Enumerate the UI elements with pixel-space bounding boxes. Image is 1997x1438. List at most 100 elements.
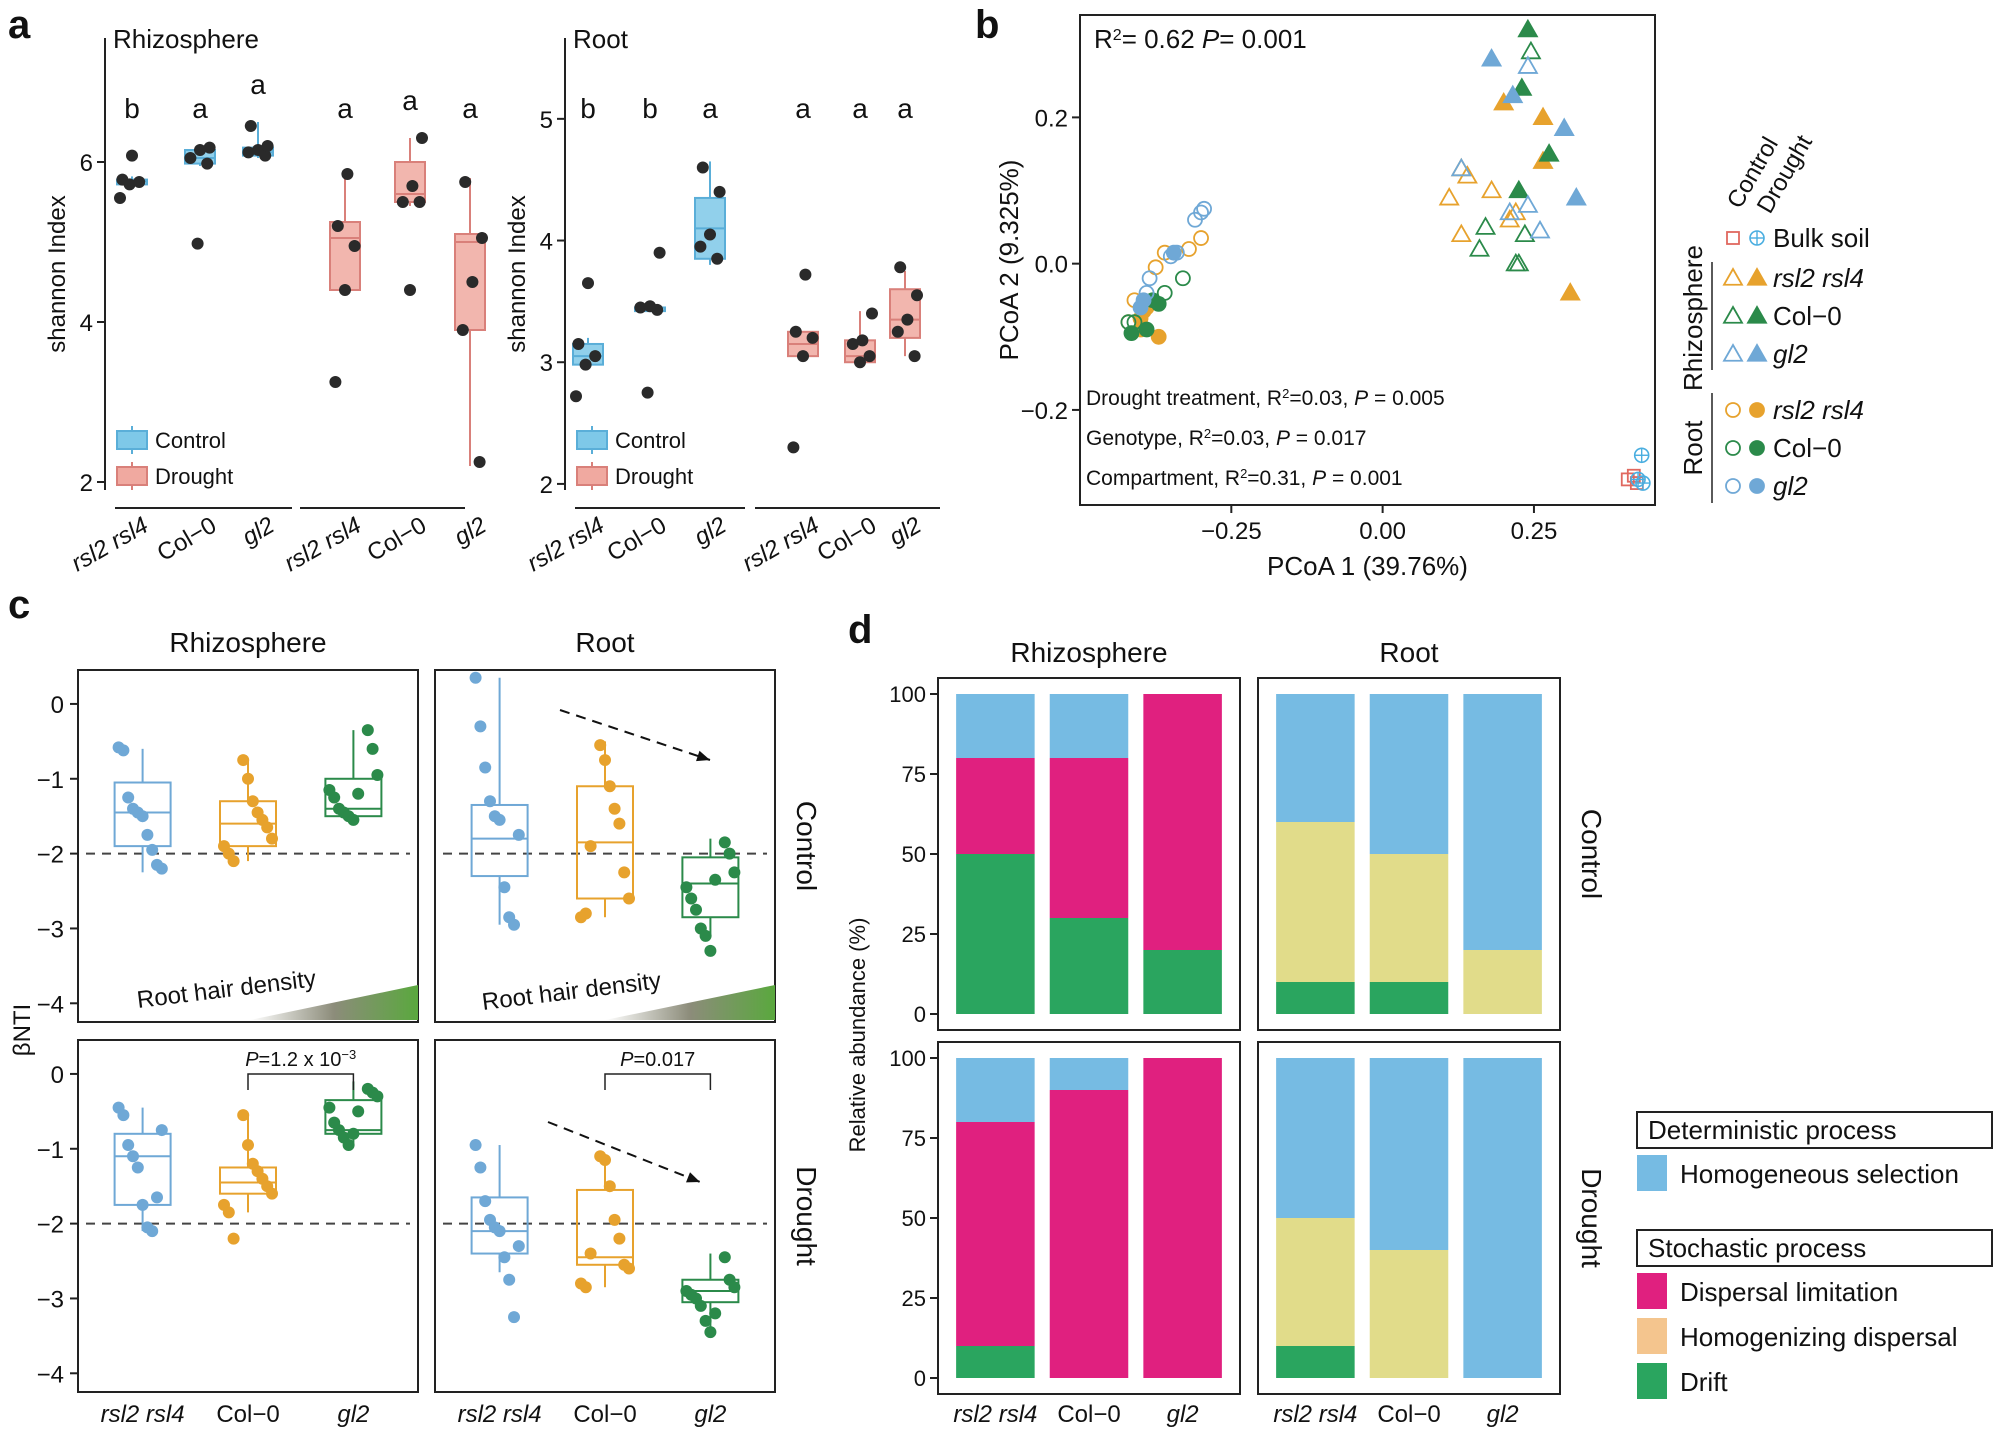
stat-name: Compartment, xyxy=(1086,467,1225,490)
plot-frame xyxy=(1079,14,1656,506)
stat-r: R xyxy=(1189,427,1204,450)
data-point xyxy=(709,873,722,886)
y-tick-label: 2 xyxy=(540,472,553,499)
scatter-point xyxy=(1505,252,1527,272)
data-point xyxy=(141,828,154,841)
bar-segment xyxy=(956,1346,1035,1378)
significance-letter: a xyxy=(795,93,811,124)
data-point xyxy=(348,240,361,252)
data-point xyxy=(203,141,216,154)
data-point xyxy=(493,813,506,826)
data-point xyxy=(846,337,859,350)
data-point xyxy=(704,1326,717,1339)
scatter-point xyxy=(1150,328,1167,345)
pvalue-bracket xyxy=(604,1073,712,1090)
y-tick-label: 3 xyxy=(540,350,553,377)
significance-letter: a xyxy=(402,85,418,116)
legend-label: rsl2 rsl4 xyxy=(1773,395,1864,425)
y-tick-label: −4 xyxy=(37,1361,64,1388)
data-point xyxy=(244,120,257,132)
data-point xyxy=(133,176,146,188)
facet xyxy=(1257,677,1561,1031)
bar-segment xyxy=(1276,1058,1355,1218)
x-tick-label: rsl2 rsl4 xyxy=(523,512,609,577)
data-point xyxy=(117,744,130,757)
x-tick-label: gl2 xyxy=(694,1401,726,1428)
data-point xyxy=(856,334,869,347)
data-point xyxy=(131,1161,144,1174)
scatter-point xyxy=(1514,223,1536,243)
data-point xyxy=(613,817,626,830)
data-point xyxy=(371,1090,384,1103)
panel-c: Rhizosphere Root Control Drought βNTI 0 −1 −2 −3… xyxy=(9,627,822,1428)
scatter-point xyxy=(1553,117,1575,137)
bar-segment xyxy=(1463,950,1542,1014)
data-point xyxy=(680,881,693,894)
data-point xyxy=(474,720,487,733)
data-point xyxy=(579,1281,592,1294)
data-point xyxy=(406,180,419,192)
legend-title: Stochastic process xyxy=(1648,1233,1866,1263)
x-tick-label: gl2 xyxy=(337,1401,369,1428)
legend-marker xyxy=(1726,231,1740,245)
bar-segment xyxy=(956,758,1035,854)
data-point xyxy=(328,791,341,804)
box xyxy=(454,233,486,331)
pvalue-value: =0.017 xyxy=(634,1049,696,1071)
scatter-point xyxy=(1193,204,1209,221)
x-tick-label: gl2 xyxy=(690,512,731,551)
y-tick-label: 0 xyxy=(51,1062,64,1089)
data-point xyxy=(114,192,126,204)
data-point xyxy=(699,1314,712,1327)
box xyxy=(329,221,361,291)
stat-p: P xyxy=(1312,467,1326,490)
data-point xyxy=(242,1139,254,1152)
density-gradient xyxy=(605,985,775,1020)
y-tick-label: 0.0 xyxy=(1035,252,1068,279)
pvalue-label: P=0.017 xyxy=(620,1049,695,1071)
data-point xyxy=(787,441,800,454)
pvalue-exp: −3 xyxy=(341,1047,356,1062)
data-point xyxy=(352,787,365,800)
data-point xyxy=(396,196,409,208)
scatter-point xyxy=(1517,194,1539,213)
data-point xyxy=(613,1232,626,1245)
y-tick-label: −1 xyxy=(37,767,64,794)
x-tick-label: rsl2 rsl4 xyxy=(280,512,366,577)
panel-a: 2 4 6 shannon Index Rhizosphere b rsl2 rsl4 a Co… xyxy=(44,24,940,577)
scatter-point xyxy=(1499,201,1521,221)
r2-symbol: R xyxy=(1094,24,1113,54)
y-axis-label: shannon Index xyxy=(44,195,71,352)
data-point xyxy=(479,1195,492,1208)
gradient-label: Root hair density xyxy=(480,967,662,1016)
y-tick-label: 4 xyxy=(540,229,553,256)
data-point xyxy=(342,1139,355,1152)
legend-label: rsl2 rsl4 xyxy=(1773,263,1864,293)
data-point xyxy=(704,944,717,957)
stat-sup: 2 xyxy=(1204,426,1211,441)
stat-line: Genotype, R2=0.03, P = 0.017 xyxy=(1086,426,1366,451)
data-point xyxy=(127,1150,139,1163)
facet: 0 25 50 75 100 xyxy=(889,677,1241,1031)
data-point xyxy=(331,220,344,232)
legend-box xyxy=(1636,1229,1993,1267)
row-label: Control xyxy=(791,801,822,891)
bar-segment xyxy=(1369,694,1449,854)
legend-label: Col−0 xyxy=(1773,301,1842,331)
scatter-point xyxy=(1481,179,1503,199)
stat-sup: 2 xyxy=(1282,386,1289,401)
y-axis-label: shannon Index xyxy=(504,195,531,352)
significance-letter: a xyxy=(462,93,478,124)
significance-letter: b xyxy=(580,93,596,124)
significance-letter: a xyxy=(702,93,718,124)
data-point xyxy=(512,1240,525,1253)
panel-letter-c: c xyxy=(8,583,30,627)
box xyxy=(470,1196,529,1255)
data-point xyxy=(901,313,914,326)
stat-line: Compartment, R2=0.31, P = 0.001 xyxy=(1086,466,1403,491)
legend-group-root: Root xyxy=(1678,420,1708,476)
y-tick-label: −0.2 xyxy=(1021,398,1068,425)
bar-segment xyxy=(1276,1218,1355,1346)
scatter-point xyxy=(1438,187,1460,206)
data-point xyxy=(589,350,602,363)
